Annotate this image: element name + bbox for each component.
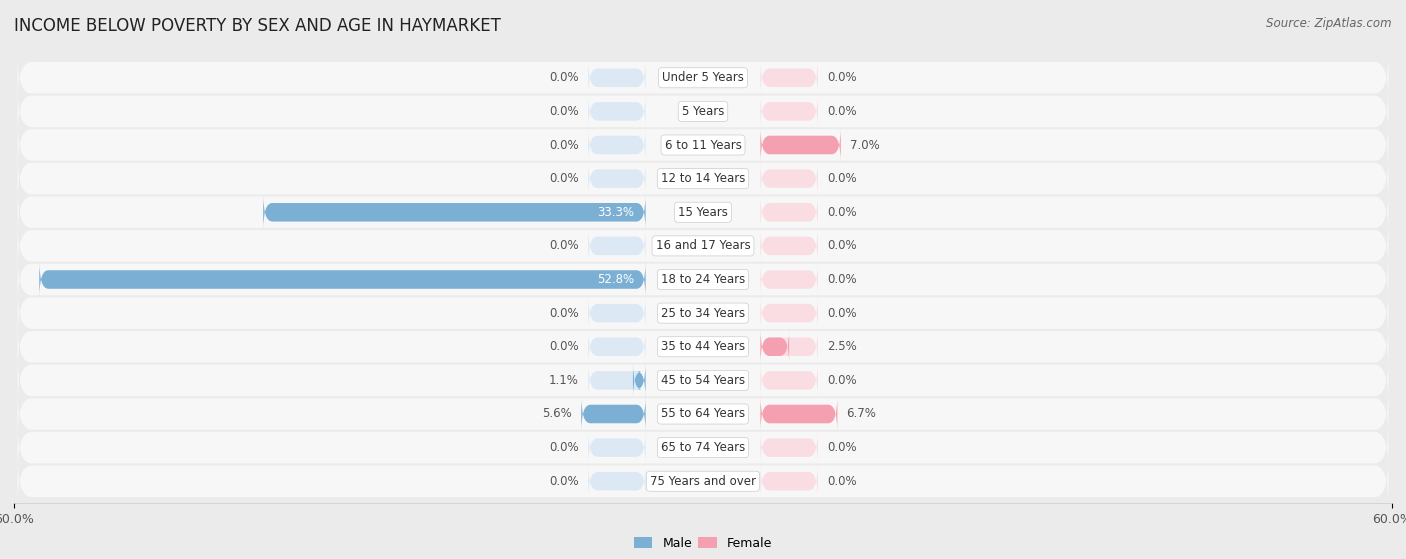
FancyBboxPatch shape: [761, 329, 818, 364]
Text: 5.6%: 5.6%: [543, 408, 572, 420]
FancyBboxPatch shape: [588, 127, 645, 163]
Text: 0.0%: 0.0%: [827, 172, 856, 185]
Text: 2.5%: 2.5%: [827, 340, 856, 353]
FancyBboxPatch shape: [17, 87, 1389, 136]
FancyBboxPatch shape: [761, 463, 818, 499]
FancyBboxPatch shape: [588, 363, 645, 398]
FancyBboxPatch shape: [588, 329, 645, 364]
FancyBboxPatch shape: [761, 329, 789, 364]
Text: 0.0%: 0.0%: [550, 172, 579, 185]
FancyBboxPatch shape: [581, 396, 645, 432]
Text: 7.0%: 7.0%: [851, 139, 880, 151]
FancyBboxPatch shape: [761, 195, 818, 230]
FancyBboxPatch shape: [588, 161, 645, 196]
Text: 0.0%: 0.0%: [827, 307, 856, 320]
Text: 18 to 24 Years: 18 to 24 Years: [661, 273, 745, 286]
FancyBboxPatch shape: [761, 396, 838, 432]
FancyBboxPatch shape: [588, 94, 645, 129]
Text: 0.0%: 0.0%: [827, 441, 856, 454]
FancyBboxPatch shape: [17, 356, 1389, 405]
FancyBboxPatch shape: [17, 221, 1389, 271]
FancyBboxPatch shape: [263, 195, 645, 230]
Text: 0.0%: 0.0%: [550, 307, 579, 320]
FancyBboxPatch shape: [588, 296, 645, 331]
Legend: Male, Female: Male, Female: [628, 532, 778, 555]
FancyBboxPatch shape: [17, 423, 1389, 472]
FancyBboxPatch shape: [17, 255, 1389, 304]
Text: 0.0%: 0.0%: [827, 71, 856, 84]
FancyBboxPatch shape: [17, 120, 1389, 169]
Text: 0.0%: 0.0%: [550, 475, 579, 488]
Text: 52.8%: 52.8%: [598, 273, 634, 286]
FancyBboxPatch shape: [633, 363, 645, 398]
FancyBboxPatch shape: [761, 396, 838, 432]
Text: 0.0%: 0.0%: [550, 139, 579, 151]
Text: 0.0%: 0.0%: [827, 374, 856, 387]
Text: 15 Years: 15 Years: [678, 206, 728, 219]
FancyBboxPatch shape: [17, 53, 1389, 102]
Text: 6 to 11 Years: 6 to 11 Years: [665, 139, 741, 151]
Text: 55 to 64 Years: 55 to 64 Years: [661, 408, 745, 420]
FancyBboxPatch shape: [588, 430, 645, 465]
Text: 16 and 17 Years: 16 and 17 Years: [655, 239, 751, 252]
Text: 65 to 74 Years: 65 to 74 Years: [661, 441, 745, 454]
Text: 0.0%: 0.0%: [550, 239, 579, 252]
FancyBboxPatch shape: [39, 262, 645, 297]
FancyBboxPatch shape: [17, 322, 1389, 371]
FancyBboxPatch shape: [17, 390, 1389, 439]
Text: 0.0%: 0.0%: [827, 273, 856, 286]
FancyBboxPatch shape: [17, 188, 1389, 237]
Text: 1.1%: 1.1%: [550, 374, 579, 387]
Text: Source: ZipAtlas.com: Source: ZipAtlas.com: [1267, 17, 1392, 30]
Text: 0.0%: 0.0%: [550, 441, 579, 454]
Text: 0.0%: 0.0%: [827, 239, 856, 252]
Text: 45 to 54 Years: 45 to 54 Years: [661, 374, 745, 387]
FancyBboxPatch shape: [588, 463, 645, 499]
FancyBboxPatch shape: [761, 363, 818, 398]
FancyBboxPatch shape: [588, 60, 645, 96]
FancyBboxPatch shape: [761, 296, 818, 331]
FancyBboxPatch shape: [39, 262, 645, 297]
FancyBboxPatch shape: [17, 154, 1389, 203]
FancyBboxPatch shape: [588, 228, 645, 263]
Text: 0.0%: 0.0%: [550, 105, 579, 118]
Text: 0.0%: 0.0%: [550, 340, 579, 353]
Text: 5 Years: 5 Years: [682, 105, 724, 118]
FancyBboxPatch shape: [761, 60, 818, 96]
FancyBboxPatch shape: [263, 195, 645, 230]
Text: 0.0%: 0.0%: [550, 71, 579, 84]
FancyBboxPatch shape: [761, 94, 818, 129]
Text: 25 to 34 Years: 25 to 34 Years: [661, 307, 745, 320]
Text: 0.0%: 0.0%: [827, 475, 856, 488]
FancyBboxPatch shape: [761, 262, 818, 297]
Text: 0.0%: 0.0%: [827, 206, 856, 219]
Text: 12 to 14 Years: 12 to 14 Years: [661, 172, 745, 185]
FancyBboxPatch shape: [17, 288, 1389, 338]
FancyBboxPatch shape: [761, 228, 818, 263]
Text: 75 Years and over: 75 Years and over: [650, 475, 756, 488]
Text: 6.7%: 6.7%: [846, 408, 876, 420]
Text: INCOME BELOW POVERTY BY SEX AND AGE IN HAYMARKET: INCOME BELOW POVERTY BY SEX AND AGE IN H…: [14, 17, 501, 35]
Text: 0.0%: 0.0%: [827, 105, 856, 118]
FancyBboxPatch shape: [761, 127, 841, 163]
Text: 33.3%: 33.3%: [598, 206, 634, 219]
FancyBboxPatch shape: [761, 430, 818, 465]
Text: Under 5 Years: Under 5 Years: [662, 71, 744, 84]
FancyBboxPatch shape: [581, 396, 645, 432]
FancyBboxPatch shape: [761, 161, 818, 196]
Text: 35 to 44 Years: 35 to 44 Years: [661, 340, 745, 353]
FancyBboxPatch shape: [17, 457, 1389, 506]
FancyBboxPatch shape: [761, 127, 841, 163]
